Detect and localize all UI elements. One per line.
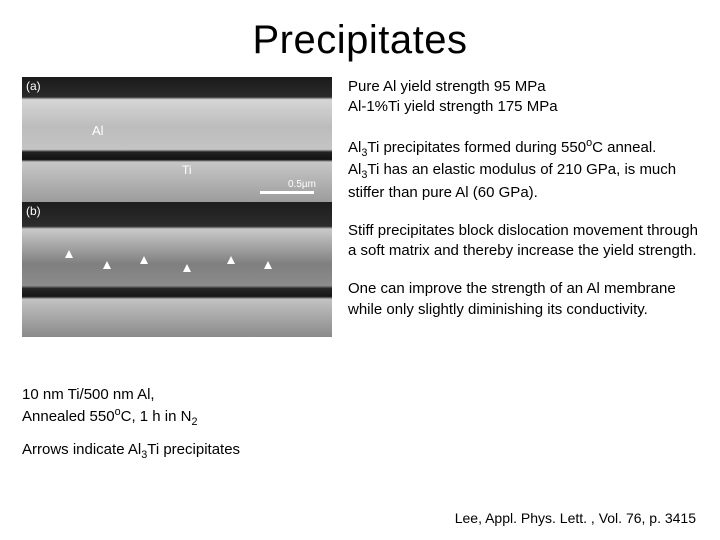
tem-micrograph: Al Ti 0.5µm [22,77,332,337]
micrograph-panel-b [22,202,332,337]
label-al: Al [92,123,104,138]
arrows-pre: Arrows indicate Al [22,441,141,458]
p2-l2-post: Ti has an elastic modulus of 210 GPa, is… [348,161,676,201]
precipitate-arrow-icon [183,264,191,272]
right-column: Pure Al yield strength 95 MPa Al-1%Ti yi… [348,77,698,472]
precipitate-arrow-icon [227,256,235,264]
precipitate-arrow-icon [103,261,111,269]
slide-root: Precipitates Al Ti 0.5µm 10 nm Ti/500 nm… [0,0,720,540]
pure-al-line: Pure Al yield strength 95 MPa [348,78,546,95]
dislocation-paragraph: Stiff precipitates block dislocation mov… [348,221,698,262]
arrows-post: Ti precipitates [147,441,240,458]
p2-mid2: C anneal. [592,139,656,156]
micrograph-panel-a: Al Ti 0.5µm [22,77,332,202]
precipitate-arrow-icon [65,250,73,258]
precipitate-arrow-icon [140,256,148,264]
anneal-post: C, 1 h in N [121,408,192,425]
arrows-caption: Arrows indicate Al3Ti precipitates [22,440,332,463]
scalebar-label: 0.5µm [288,179,316,190]
p2-mid1: Ti precipitates formed during 550 [367,139,586,156]
p2-pre: Al [348,139,361,156]
citation: Lee, Appl. Phys. Lett. , Vol. 76, p. 341… [455,510,696,526]
label-ti: Ti [182,163,192,177]
sample-line-1: 10 nm Ti/500 nm Al, [22,386,155,403]
left-column: Al Ti 0.5µm 10 nm Ti/500 nm Al, Annealed… [22,77,332,472]
membrane-paragraph: One can improve the strength of an Al me… [348,279,698,320]
left-caption: 10 nm Ti/500 nm Al, Annealed 550oC, 1 h … [22,385,332,462]
precipitate-arrow-icon [264,261,272,269]
yield-strength-paragraph: Pure Al yield strength 95 MPa Al-1%Ti yi… [348,77,698,118]
anneal-sub: 2 [191,416,197,428]
p2-l2-pre: Al [348,161,361,178]
content-row: Al Ti 0.5µm 10 nm Ti/500 nm Al, Annealed… [22,77,698,472]
al-ti-line: Al-1%Ti yield strength 175 MPa [348,98,558,115]
precipitate-paragraph: Al3Ti precipitates formed during 550oC a… [348,136,698,203]
sample-description: 10 nm Ti/500 nm Al, Annealed 550oC, 1 h … [22,385,332,430]
scalebar [260,191,314,194]
anneal-pre: Annealed 550 [22,408,115,425]
slide-title: Precipitates [22,18,698,63]
